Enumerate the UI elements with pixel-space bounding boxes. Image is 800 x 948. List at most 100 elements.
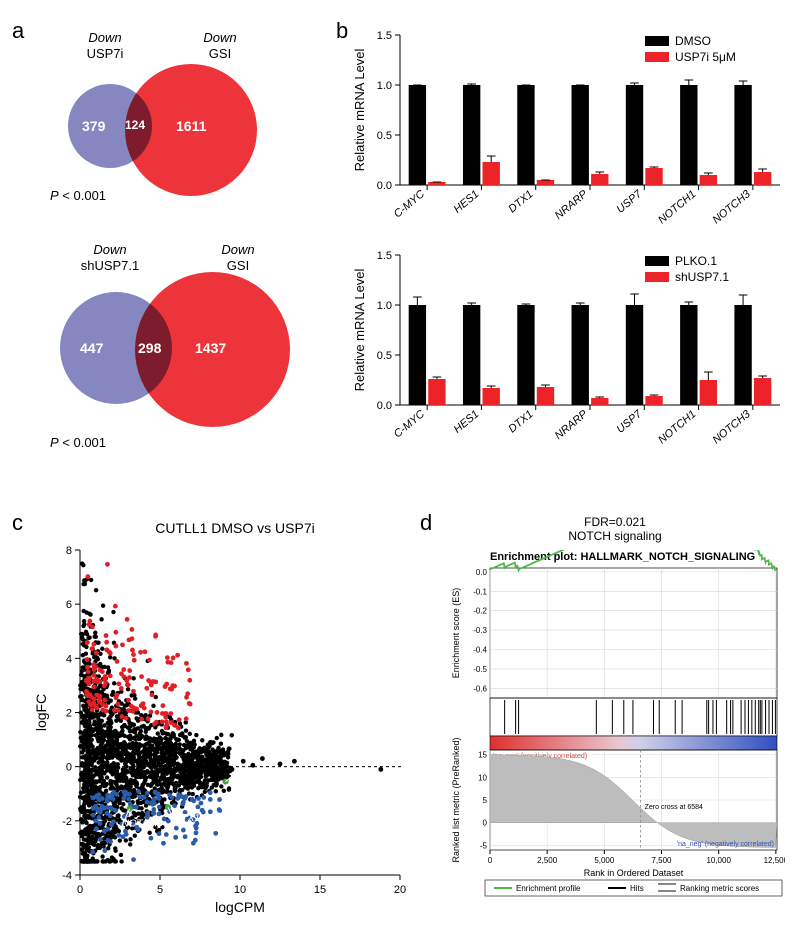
- svg-text:0.5: 0.5: [377, 130, 392, 142]
- svg-text:Zero cross at 6584: Zero cross at 6584: [645, 804, 703, 811]
- svg-text:shUSP7.1: shUSP7.1: [675, 270, 729, 284]
- panel-a-label: a: [12, 18, 24, 44]
- svg-text:-4: -4: [62, 870, 72, 882]
- venn1-left-count: 379: [82, 118, 105, 134]
- svg-text:USP7: USP7: [614, 408, 644, 436]
- venn2-right-title-2: GSI: [227, 258, 249, 273]
- scatter-plot: 05101520-4-202468logCPMlogFCMYCDTX1NOTCH…: [30, 540, 410, 920]
- svg-text:-0.1: -0.1: [473, 587, 487, 596]
- svg-text:0.5: 0.5: [377, 350, 392, 362]
- svg-text:Enrichment profile: Enrichment profile: [516, 884, 581, 893]
- svg-text:Ranking metric scores: Ranking metric scores: [680, 884, 759, 893]
- svg-text:10: 10: [234, 884, 246, 896]
- venn-diagram-1: Down USP7i Down GSI 379 124 1611 P P < 0…: [50, 38, 310, 188]
- venn-diagram-2: Down shUSP7.1 Down GSI 447 298 1437 P < …: [50, 250, 330, 425]
- svg-text:C-MYC: C-MYC: [392, 408, 427, 440]
- svg-text:Rank in Ordered Dataset: Rank in Ordered Dataset: [584, 868, 684, 878]
- svg-text:logFC: logFC: [33, 694, 49, 731]
- venn1-left-title: Down USP7i: [75, 30, 135, 61]
- venn1-right-title: Down GSI: [190, 30, 250, 61]
- svg-text:5: 5: [483, 796, 488, 805]
- gsea-plot: Enrichment plot: HALLMARK_NOTCH_SIGNALIN…: [445, 550, 785, 920]
- svg-text:-0.6: -0.6: [473, 684, 487, 693]
- svg-text:USP7: USP7: [614, 188, 644, 216]
- svg-text:0.0: 0.0: [377, 400, 392, 412]
- svg-text:10,000: 10,000: [706, 856, 731, 865]
- svg-text:1.5: 1.5: [377, 30, 392, 42]
- svg-text:2,500: 2,500: [537, 856, 558, 865]
- svg-text:HES1: HES1: [452, 188, 482, 216]
- venn1-left-title-1: Down: [88, 30, 121, 45]
- svg-text:5: 5: [157, 884, 163, 896]
- svg-text:0: 0: [77, 884, 83, 896]
- venn2-pval: P < 0.001: [50, 435, 106, 450]
- svg-text:Ranked list metric (PreRanked): Ranked list metric (PreRanked): [451, 737, 461, 862]
- svg-text:DTX1: DTX1: [174, 813, 200, 824]
- svg-text:1.0: 1.0: [377, 80, 392, 92]
- gsea-fdr: FDR=0.021: [450, 515, 780, 529]
- svg-text:NOTCH1: NOTCH1: [656, 408, 698, 446]
- svg-text:Hits: Hits: [630, 884, 644, 893]
- venn1-pval: P P < 0.001< 0.001: [50, 188, 106, 203]
- venn2-left-title-1: Down: [93, 242, 126, 257]
- svg-text:-0.5: -0.5: [473, 665, 487, 674]
- panel-c-label: c: [12, 510, 23, 536]
- venn1-right-title-1: Down: [203, 30, 236, 45]
- svg-text:C-MYC: C-MYC: [392, 188, 427, 220]
- svg-text:Relative mRNA Level: Relative mRNA Level: [352, 48, 367, 171]
- venn1-left-title-2: USP7i: [87, 46, 124, 61]
- svg-text:NOTCH3: NOTCH3: [710, 408, 753, 447]
- svg-text:12,500: 12,500: [764, 856, 785, 865]
- venn2-right-title: Down GSI: [208, 242, 268, 273]
- svg-text:Enrichment score (ES): Enrichment score (ES): [451, 588, 461, 679]
- svg-text:15: 15: [478, 751, 487, 760]
- svg-text:MYC: MYC: [234, 767, 257, 778]
- svg-text:-0.3: -0.3: [473, 626, 487, 635]
- svg-text:NOTCH3: NOTCH3: [710, 188, 753, 227]
- venn2-left-count: 447: [80, 340, 103, 356]
- svg-text:15: 15: [314, 884, 326, 896]
- svg-text:Enrichment plot: HALLMARK_NOTC: Enrichment plot: HALLMARK_NOTCH_SIGNALIN…: [490, 551, 755, 563]
- svg-text:DTX1: DTX1: [506, 188, 535, 215]
- svg-text:DMSO: DMSO: [675, 34, 711, 48]
- svg-text:0: 0: [66, 762, 72, 774]
- svg-text:0.0: 0.0: [377, 180, 392, 192]
- svg-text:NOTCH1: NOTCH1: [656, 188, 698, 226]
- svg-text:USP7i 5μM: USP7i 5μM: [675, 50, 736, 64]
- venn1-right-count: 1611: [176, 118, 206, 134]
- svg-text:1.0: 1.0: [377, 300, 392, 312]
- svg-text:7,500: 7,500: [651, 856, 672, 865]
- svg-text:NRARP: NRARP: [553, 188, 591, 222]
- venn2-left-title: Down shUSP7.1: [75, 242, 145, 273]
- svg-text:DTX1: DTX1: [506, 408, 535, 435]
- venn1-right-title-2: GSI: [209, 46, 231, 61]
- panel-b-label: b: [336, 18, 348, 44]
- svg-text:4: 4: [66, 653, 72, 665]
- svg-text:-0.2: -0.2: [473, 607, 487, 616]
- svg-text:1.5: 1.5: [377, 250, 392, 262]
- svg-text:5,000: 5,000: [594, 856, 615, 865]
- svg-text:-2: -2: [62, 816, 72, 828]
- svg-text:PLKO.1: PLKO.1: [675, 254, 717, 268]
- svg-text:0: 0: [483, 819, 488, 828]
- venn2-right-title-1: Down: [221, 242, 254, 257]
- barchart-1: 0.0 0.5 1.0 1.5 Relative mRNA Level C-MYC HES1…: [350, 25, 790, 240]
- svg-text:Relative mRNA Level: Relative mRNA Level: [352, 268, 367, 391]
- svg-text:logCPM: logCPM: [215, 899, 265, 915]
- gsea-title: NOTCH signaling: [450, 529, 780, 543]
- svg-text:'na_neg' (negatively correlate: 'na_neg' (negatively correlated): [677, 841, 774, 848]
- svg-text:HES1: HES1: [452, 408, 482, 436]
- panel-d-label: d: [420, 510, 432, 536]
- venn2-overlap-count: 298: [138, 340, 161, 356]
- venn2-left-title-2: shUSP7.1: [81, 258, 140, 273]
- svg-text:NRARP: NRARP: [553, 408, 591, 442]
- svg-text:10: 10: [478, 773, 487, 782]
- svg-text:-5: -5: [480, 841, 488, 850]
- svg-text:-0.4: -0.4: [473, 645, 487, 654]
- svg-text:8: 8: [66, 545, 72, 557]
- svg-text:NOTCH3: NOTCH3: [122, 818, 164, 829]
- scatter-title: CUTLL1 DMSO vs USP7i: [80, 520, 390, 536]
- svg-text:20: 20: [394, 884, 406, 896]
- svg-text:0: 0: [488, 856, 493, 865]
- venn2-right-count: 1437: [195, 340, 226, 356]
